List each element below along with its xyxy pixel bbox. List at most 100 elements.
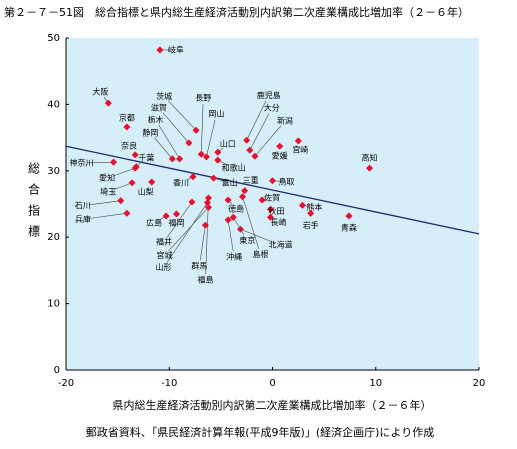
point: [197, 150, 205, 158]
point: [109, 158, 118, 166]
point: [204, 203, 213, 211]
plot-area: [66, 38, 479, 370]
point-label: 高知: [362, 153, 378, 163]
point: [204, 194, 213, 202]
leader-line: [88, 212, 127, 219]
point: [268, 177, 277, 185]
point-label: 鹿児島: [257, 90, 281, 100]
point-label: 静岡: [142, 127, 158, 137]
leader-line: [168, 207, 209, 252]
point: [241, 187, 249, 195]
point-label: 大分: [264, 103, 280, 113]
point: [117, 197, 125, 205]
y-axis-label: 総合指標: [27, 162, 41, 246]
point: [131, 151, 139, 159]
point-label: 和歌山: [222, 163, 246, 173]
point: [294, 137, 302, 145]
point-label: 秋田: [268, 206, 284, 216]
point: [128, 179, 136, 187]
point-label: 石川: [75, 201, 91, 210]
point-label: 栃木: [148, 114, 164, 124]
leader-line: [206, 119, 216, 157]
leader-line: [166, 202, 208, 263]
point-label: 沖縄: [226, 251, 242, 261]
leader-line: [112, 167, 136, 177]
point: [276, 142, 284, 150]
leader-line: [254, 125, 282, 157]
point-label: 福井: [156, 237, 172, 247]
point-label: 山梨: [138, 187, 154, 197]
x-tick-label: 20: [473, 378, 486, 389]
y-tick-label: 30: [47, 166, 60, 177]
point-label: 熊本: [306, 202, 322, 212]
point: [172, 210, 181, 218]
point: [131, 164, 139, 172]
point-label: 三重: [243, 175, 259, 185]
point-label: 愛媛: [272, 151, 288, 161]
leader-line: [200, 104, 204, 155]
point-label: 奈良: [121, 140, 137, 150]
x-tick-label: -20: [58, 378, 74, 389]
leader-line: [242, 196, 260, 250]
point-label: 滋賀: [151, 102, 167, 112]
point: [345, 212, 353, 220]
point-label: 島根: [253, 249, 269, 259]
point: [246, 146, 254, 154]
point-label: 千葉: [138, 152, 154, 162]
point: [239, 193, 247, 201]
point: [202, 153, 210, 161]
x-tick-label: 0: [269, 378, 275, 389]
point-label: 岩手: [303, 220, 319, 230]
point: [188, 198, 196, 206]
point-label: 山形: [155, 262, 171, 272]
point-label: 岐阜: [168, 44, 184, 54]
point-label: 広島: [146, 217, 162, 227]
leader-line: [162, 112, 190, 144]
point-label: 宮崎: [292, 144, 308, 154]
point: [210, 174, 218, 182]
point: [366, 164, 374, 172]
point: [266, 213, 274, 221]
point-label: 佐賀: [264, 193, 280, 203]
point: [298, 201, 306, 209]
point-label: 新潟: [277, 116, 293, 126]
leader-line: [240, 228, 276, 244]
leader-line: [249, 113, 270, 151]
point: [229, 213, 237, 221]
point: [123, 123, 131, 131]
point-label: 山口: [220, 139, 236, 149]
point-label: 埼玉: [100, 186, 116, 196]
leader-line: [233, 217, 245, 236]
point-label: 長野: [195, 94, 211, 103]
x-tick-label: -10: [161, 378, 177, 389]
leader-line: [246, 100, 267, 141]
point-label: 福島: [197, 275, 213, 285]
point-label: 神奈川: [69, 158, 93, 168]
point-label: 群馬: [191, 261, 207, 271]
y-tick-label: 10: [47, 299, 60, 310]
leader-line: [87, 161, 114, 164]
point: [307, 209, 315, 217]
leader-line: [158, 124, 180, 160]
point: [243, 136, 251, 144]
leader-line: [167, 100, 197, 131]
point-label: 岡山: [208, 108, 224, 118]
point-label: 大阪: [92, 87, 108, 97]
trend-line: [65, 145, 480, 235]
point: [162, 212, 170, 220]
y-tick-label: 50: [47, 33, 60, 44]
point: [156, 46, 164, 54]
point: [266, 205, 274, 213]
x-tick-label: 10: [369, 378, 382, 389]
y-tick-label: 0: [54, 365, 60, 376]
point: [123, 209, 131, 217]
point-label: 宮城: [156, 250, 172, 260]
point-label: 愛知: [99, 173, 115, 183]
point-label: 北海道: [268, 240, 292, 250]
point-label: 富山: [222, 178, 238, 188]
point-label: 徳島: [228, 204, 244, 214]
point: [176, 155, 184, 163]
point: [214, 156, 222, 164]
point-label: 茨城: [156, 91, 172, 101]
